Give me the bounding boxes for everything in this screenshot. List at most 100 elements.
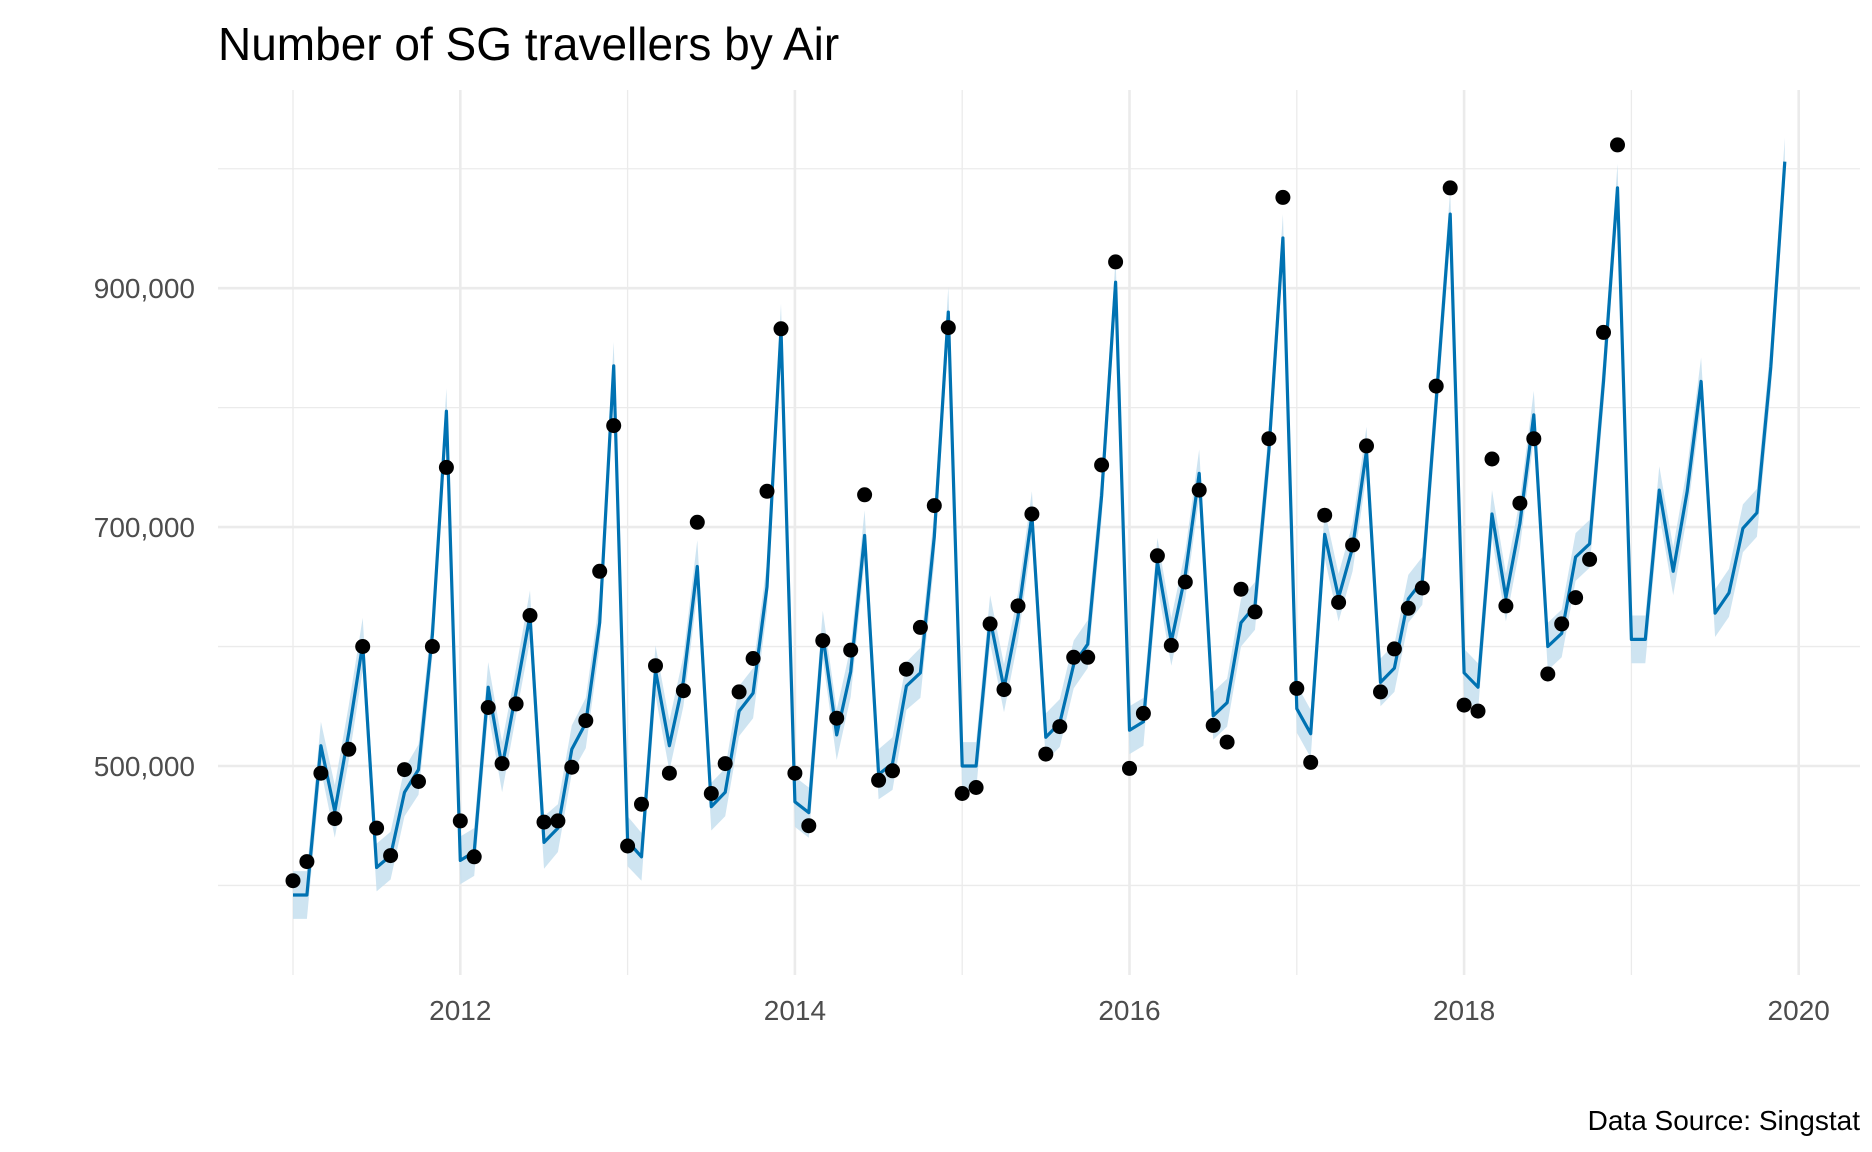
observed-point (606, 418, 622, 434)
observed-point (1135, 705, 1151, 721)
y-tick-label: 900,000 (94, 273, 195, 304)
observed-point (1582, 551, 1598, 567)
observed-point (550, 813, 566, 829)
observed-point (759, 483, 775, 499)
observed-point (508, 696, 524, 712)
observed-point (480, 700, 496, 715)
observed-point (285, 873, 301, 889)
observed-point (397, 762, 412, 778)
observed-point (661, 765, 677, 781)
observed-point (1010, 598, 1026, 614)
x-tick-label: 2020 (1768, 995, 1830, 1026)
observed-point (1219, 734, 1235, 750)
forecast-line (293, 161, 1787, 897)
x-tick-label: 2016 (1098, 995, 1160, 1026)
observed-point (717, 756, 733, 772)
observed-point (1359, 438, 1374, 454)
observed-points-group (285, 137, 1625, 889)
observed-point (926, 498, 942, 514)
gridlines (218, 90, 1860, 975)
observed-point (1414, 580, 1430, 596)
observed-point (452, 813, 468, 829)
observed-point (940, 320, 956, 336)
observed-point (1484, 451, 1500, 467)
observed-point (1498, 598, 1514, 614)
observed-point (369, 820, 385, 836)
observed-point (383, 848, 399, 864)
observed-point (1149, 548, 1165, 564)
observed-point (438, 459, 454, 475)
observed-point (787, 765, 803, 781)
observed-point (1122, 760, 1137, 776)
x-axis-ticks: 2012 2014 2016 2018 2020 (429, 995, 1830, 1026)
observed-point (843, 642, 859, 658)
observed-point (829, 710, 845, 726)
data-source-caption: Data Source: Singstat (1588, 1105, 1861, 1136)
x-tick-label: 2018 (1433, 995, 1495, 1026)
observed-point (1345, 537, 1361, 553)
observed-point (1052, 719, 1068, 735)
observed-point (1331, 594, 1347, 610)
observed-point (1080, 649, 1096, 665)
observed-point (1373, 684, 1388, 700)
chart-title: Number of SG travellers by Air (218, 18, 839, 70)
observed-point (1205, 717, 1221, 733)
observed-point (898, 661, 914, 677)
observed-point (1066, 649, 1082, 665)
observed-point (620, 838, 636, 854)
observed-point (341, 741, 357, 757)
observed-point (731, 684, 747, 700)
observed-point (1470, 703, 1486, 719)
observed-point (355, 639, 371, 654)
observed-point (1400, 600, 1416, 616)
observed-point (912, 619, 928, 635)
observed-point (1442, 180, 1458, 196)
observed-point (536, 814, 552, 830)
observed-point (996, 682, 1012, 698)
observed-point (466, 849, 482, 865)
observed-point (1177, 574, 1193, 590)
observed-point (1261, 431, 1277, 447)
observed-point (885, 763, 900, 779)
observed-point (675, 683, 691, 699)
observed-point (745, 651, 761, 666)
observed-point (411, 774, 426, 789)
observed-point (1596, 324, 1611, 340)
observed-point (578, 713, 594, 729)
forecast-line-group (293, 161, 1787, 897)
observed-point (773, 321, 789, 337)
observed-point (857, 487, 873, 503)
observed-point (1317, 507, 1333, 523)
observed-point (648, 658, 663, 674)
observed-point (1540, 666, 1556, 682)
observed-point (801, 818, 817, 834)
observed-point (815, 633, 831, 649)
observed-point (1108, 254, 1124, 270)
observed-point (327, 811, 343, 827)
observed-point (1610, 137, 1625, 153)
y-axis-ticks: 500,000 700,000 900,000 (94, 273, 195, 782)
observed-point (1024, 506, 1040, 522)
observed-point (1456, 697, 1472, 713)
observed-point (1191, 482, 1207, 498)
observed-point (871, 772, 887, 788)
observed-point (1428, 378, 1444, 394)
y-tick-label: 500,000 (94, 751, 195, 782)
observed-point (703, 786, 719, 801)
observed-point (954, 786, 970, 801)
observed-point (634, 796, 649, 812)
y-tick-label: 700,000 (94, 512, 195, 543)
observed-point (968, 780, 984, 795)
observed-point (1526, 431, 1542, 447)
observed-point (1275, 189, 1291, 205)
observed-point (1038, 746, 1054, 762)
observed-point (1163, 637, 1179, 653)
observed-point (564, 759, 580, 775)
observed-point (982, 616, 998, 632)
observed-point (1247, 604, 1263, 620)
observed-point (1554, 616, 1570, 632)
observed-point (522, 608, 538, 623)
observed-point (1512, 495, 1528, 511)
observed-point (1289, 680, 1305, 696)
